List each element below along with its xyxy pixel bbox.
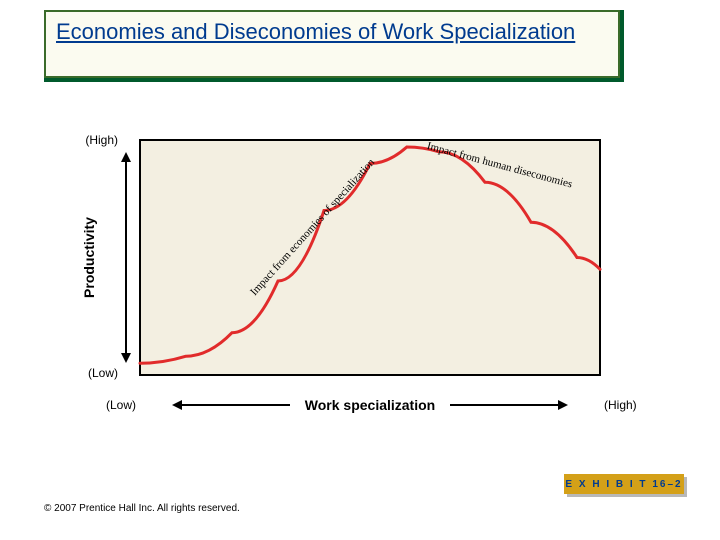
slide-title: Economies and Diseconomies of Work Speci…: [56, 18, 608, 47]
copyright-text: © 2007 Prentice Hall Inc. All rights res…: [44, 503, 240, 514]
exhibit-label: E X H I B I T 16–2: [564, 474, 684, 494]
title-box: Economies and Diseconomies of Work Speci…: [44, 10, 624, 82]
chart-container: Impact from economies of specializationI…: [80, 130, 640, 440]
exhibit-badge: E X H I B I T 16–2: [564, 474, 684, 494]
title-box-inner: Economies and Diseconomies of Work Speci…: [44, 10, 620, 78]
svg-text:(Low): (Low): [106, 398, 136, 412]
svg-text:(Low): (Low): [88, 366, 118, 380]
svg-text:(High): (High): [604, 398, 637, 412]
svg-text:(High): (High): [85, 133, 118, 147]
chart-svg: Impact from economies of specializationI…: [80, 130, 640, 440]
svg-text:Work specialization: Work specialization: [305, 397, 435, 413]
svg-text:Productivity: Productivity: [81, 217, 97, 298]
